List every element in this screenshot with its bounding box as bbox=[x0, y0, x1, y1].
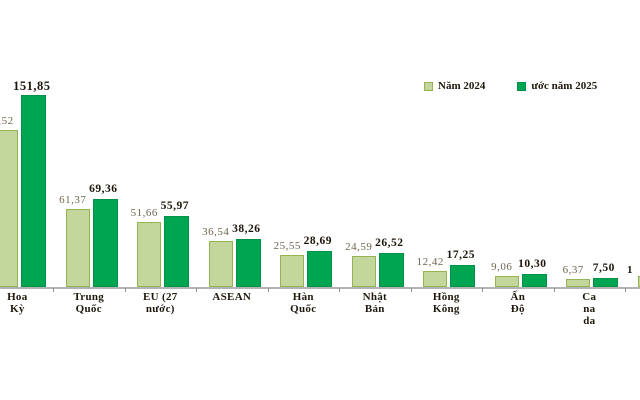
value-label-2024-7: 12,42 bbox=[416, 256, 444, 269]
value-label-2024-4: 36,54 bbox=[202, 225, 230, 238]
bar-2024-2 bbox=[65, 209, 90, 287]
axis-tick-6 bbox=[410, 288, 412, 292]
value-label-2025-6: 26,52 bbox=[375, 237, 404, 250]
bar-2024-7 bbox=[423, 271, 448, 287]
legend-item-2024: Năm 2024 bbox=[424, 80, 485, 92]
bar-2024-3 bbox=[137, 221, 162, 287]
bar-2025-5 bbox=[307, 250, 333, 287]
category-label-6: Nhật Bản bbox=[362, 291, 388, 315]
bar-2025-9 bbox=[593, 277, 619, 287]
axis-tick-1 bbox=[53, 288, 55, 292]
value-label-2025-4: 38,26 bbox=[232, 222, 261, 235]
value-label-2024-2: 61,37 bbox=[59, 194, 87, 207]
category-label-8: Ấn Độ bbox=[510, 291, 526, 315]
value-label-2025-3: 55,97 bbox=[160, 200, 189, 213]
chart-legend: Năm 2024 ước năm 2025 bbox=[424, 80, 597, 92]
value-label-2024-9: 6,37 bbox=[562, 263, 584, 276]
x-axis-line bbox=[0, 287, 640, 289]
bar-2025-3 bbox=[164, 216, 190, 287]
axis-tick-2 bbox=[124, 288, 126, 292]
legend-item-2025: ước năm 2025 bbox=[517, 80, 597, 92]
bar-2024-5 bbox=[280, 254, 305, 287]
category-label-5: Hàn Quốc bbox=[290, 291, 317, 315]
value-label-2024-5: 25,55 bbox=[273, 239, 301, 252]
value-label-2025-1: 151,85 bbox=[13, 79, 51, 93]
axis-tick-8 bbox=[553, 288, 555, 292]
value-label-2024-6: 24,59 bbox=[345, 240, 373, 253]
category-label-2: Trung Quốc bbox=[73, 291, 105, 315]
value-label-2025-2: 69,36 bbox=[89, 183, 118, 196]
bar-2024-9 bbox=[566, 278, 591, 287]
axis-tick-4 bbox=[267, 288, 269, 292]
legend-swatch-2025-icon bbox=[517, 81, 527, 91]
bar-2024-6 bbox=[351, 255, 376, 287]
bar-2025-2 bbox=[92, 199, 118, 287]
bar-2025-4 bbox=[235, 238, 261, 287]
bar-2025-1 bbox=[21, 95, 47, 287]
category-label-4: ASEAN bbox=[212, 291, 252, 303]
clipped-next-label-fragment: 1 bbox=[627, 264, 633, 276]
bar-2025-8 bbox=[521, 273, 547, 287]
axis-tick-7 bbox=[482, 288, 484, 292]
category-label-3: EU (27 nước) bbox=[143, 291, 178, 315]
axis-tick-3 bbox=[196, 288, 198, 292]
bar-2024-8 bbox=[494, 275, 519, 287]
legend-label-2025: ước năm 2025 bbox=[531, 80, 598, 92]
bar-2025-6 bbox=[378, 253, 404, 287]
bar-2024-4 bbox=[208, 240, 233, 287]
value-label-2025-5: 28,69 bbox=[303, 234, 332, 247]
category-label-9: Ca na da bbox=[582, 291, 597, 327]
value-label-2024-8: 9,06 bbox=[491, 260, 513, 273]
legend-label-2024: Năm 2024 bbox=[438, 80, 486, 92]
bar-2024-1 bbox=[0, 129, 19, 287]
value-label-2024-1: ,52 bbox=[0, 114, 14, 127]
value-label-2025-7: 17,25 bbox=[446, 249, 475, 262]
axis-tick-5 bbox=[339, 288, 341, 292]
value-label-2024-3: 51,66 bbox=[130, 206, 158, 219]
value-label-2025-9: 7,50 bbox=[592, 261, 615, 274]
legend-swatch-2024-icon bbox=[424, 81, 433, 91]
category-label-7: Hồng Kông bbox=[432, 291, 460, 315]
axis-tick-9 bbox=[625, 288, 627, 292]
bar-2025-7 bbox=[450, 265, 476, 287]
category-label-1: Hoa Kỳ bbox=[7, 291, 28, 315]
value-label-2025-8: 10,30 bbox=[518, 257, 547, 270]
bar-2024-clipped-next bbox=[637, 275, 640, 287]
